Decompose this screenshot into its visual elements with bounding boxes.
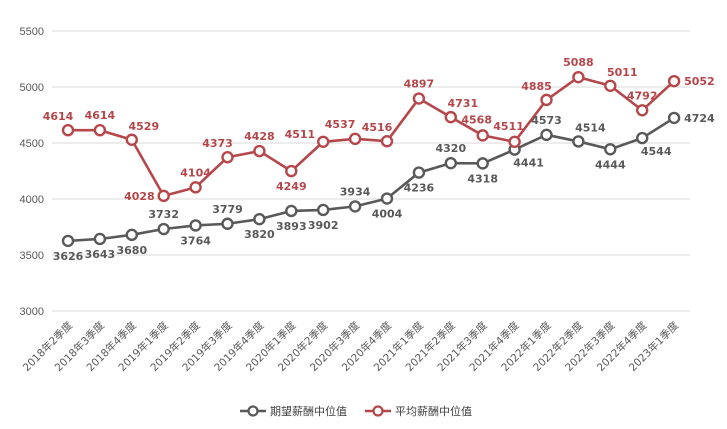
data-point: [125, 133, 139, 146]
data-point: [157, 189, 170, 203]
data-label: 3680: [116, 244, 147, 257]
data-point: [93, 124, 107, 137]
y-tick-label: 5500: [20, 26, 44, 38]
data-point: [221, 151, 234, 164]
data-label: 3779: [212, 203, 243, 216]
data-point: [636, 104, 649, 117]
data-label: 4529: [128, 120, 159, 133]
data-label: 4792: [627, 89, 658, 102]
data-label: 3934: [340, 185, 371, 198]
data-point: [604, 143, 617, 156]
data-point: [61, 124, 75, 137]
data-point: [380, 192, 394, 205]
data-label: 4104: [180, 166, 211, 179]
legend-label-average: 平均薪酬中位值: [395, 404, 472, 418]
data-point: [636, 131, 649, 145]
data-point: [348, 132, 362, 146]
legend: 期望薪酬中位值 平均薪酬中位值: [240, 404, 472, 418]
series-group: [61, 70, 681, 248]
data-point: [412, 166, 426, 179]
data-label: 5052: [684, 75, 715, 88]
data-label: 3643: [85, 248, 116, 261]
data-point: [189, 181, 202, 194]
data-point: [189, 219, 202, 232]
x-axis-ticks: 2018年2季度2018年3季度2018年4季度2019年1季度2019年2季度…: [20, 319, 682, 374]
data-point: [221, 217, 234, 230]
data-point: [348, 200, 362, 213]
data-label: 4516: [362, 121, 393, 134]
data-point: [667, 74, 681, 88]
data-label: 4537: [325, 118, 356, 131]
data-point: [412, 92, 426, 105]
data-point: [540, 93, 553, 107]
y-tick-label: 3500: [20, 250, 44, 262]
data-label: 3893: [276, 220, 307, 233]
series-line-0: [67, 116, 675, 243]
data-point: [444, 156, 457, 170]
data-point: [508, 135, 521, 148]
data-label: 4428: [244, 130, 275, 143]
legend-marker-average: [372, 405, 384, 417]
data-label: 4731: [447, 97, 478, 110]
data-label: 4444: [595, 158, 626, 171]
data-point: [157, 222, 170, 236]
data-label: 5088: [563, 56, 594, 69]
data-point: [317, 203, 330, 217]
data-point: [572, 70, 585, 84]
y-tick-label: 3000: [20, 306, 44, 318]
y-tick-label: 4000: [20, 194, 44, 206]
data-label: 4320: [435, 142, 466, 155]
data-label: 4614: [85, 109, 116, 122]
y-axis-ticks: 3000 3500 4000 4500 5000 5500: [20, 26, 44, 318]
gridlines: [52, 30, 690, 312]
data-point: [540, 128, 553, 142]
data-point: [604, 79, 617, 92]
data-label: 4568: [461, 113, 492, 126]
legend-marker-expected: [247, 405, 259, 417]
data-label: 4614: [43, 110, 74, 123]
data-point: [572, 135, 585, 148]
data-label: 4514: [575, 121, 606, 134]
data-label: 4236: [404, 182, 435, 195]
data-label: 5011: [607, 66, 638, 79]
data-label: 4724: [684, 112, 715, 125]
data-label: 4441: [513, 157, 544, 170]
data-point: [253, 144, 266, 158]
data-point: [476, 129, 489, 142]
data-point: [444, 110, 457, 124]
legend-label-expected: 期望薪酬中位值: [270, 404, 347, 418]
data-point: [667, 111, 681, 125]
data-label: 4004: [372, 208, 403, 221]
data-label: 4373: [202, 137, 233, 150]
data-point: [285, 164, 298, 178]
data-label: 3902: [308, 219, 339, 232]
y-tick-label: 5000: [20, 82, 44, 94]
data-label: 4573: [531, 114, 562, 127]
data-label: 4511: [493, 120, 524, 133]
data-point: [317, 135, 330, 148]
data-point: [380, 135, 394, 148]
data-label: 4544: [641, 145, 672, 158]
data-point: [125, 228, 139, 242]
data-label: 4511: [285, 128, 316, 141]
series-line-1: [68, 75, 675, 198]
data-point: [476, 157, 489, 170]
data-label: 4028: [124, 190, 155, 203]
data-label: 3732: [148, 208, 179, 221]
data-point: [93, 232, 107, 246]
data-label: 4885: [521, 80, 552, 93]
y-tick-label: 4500: [20, 138, 44, 150]
data-label: 3820: [244, 228, 275, 241]
data-label: 4897: [404, 78, 435, 91]
data-point: [285, 204, 298, 218]
data-label: 3626: [53, 250, 84, 263]
data-point: [253, 212, 266, 226]
data-label: 4249: [276, 180, 307, 193]
data-label: 4318: [467, 172, 498, 185]
data-label: 3764: [180, 234, 211, 247]
data-point: [61, 234, 75, 248]
